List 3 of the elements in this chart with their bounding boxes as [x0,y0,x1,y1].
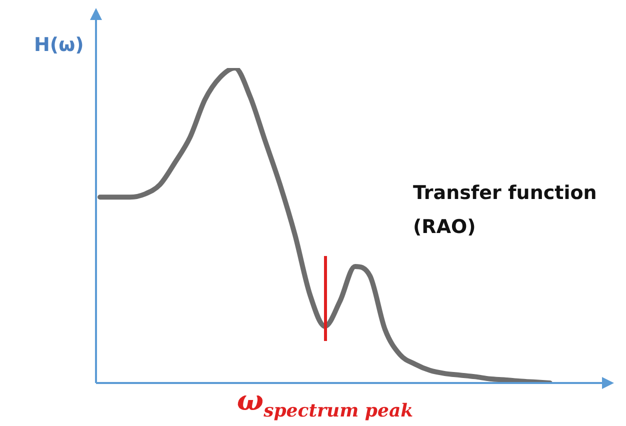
annotation: Transfer function (RAO) [413,181,598,240]
y-axis-title: H(ω) [34,34,84,56]
text: ω$_{spectrum peak}$ [236,384,414,422]
